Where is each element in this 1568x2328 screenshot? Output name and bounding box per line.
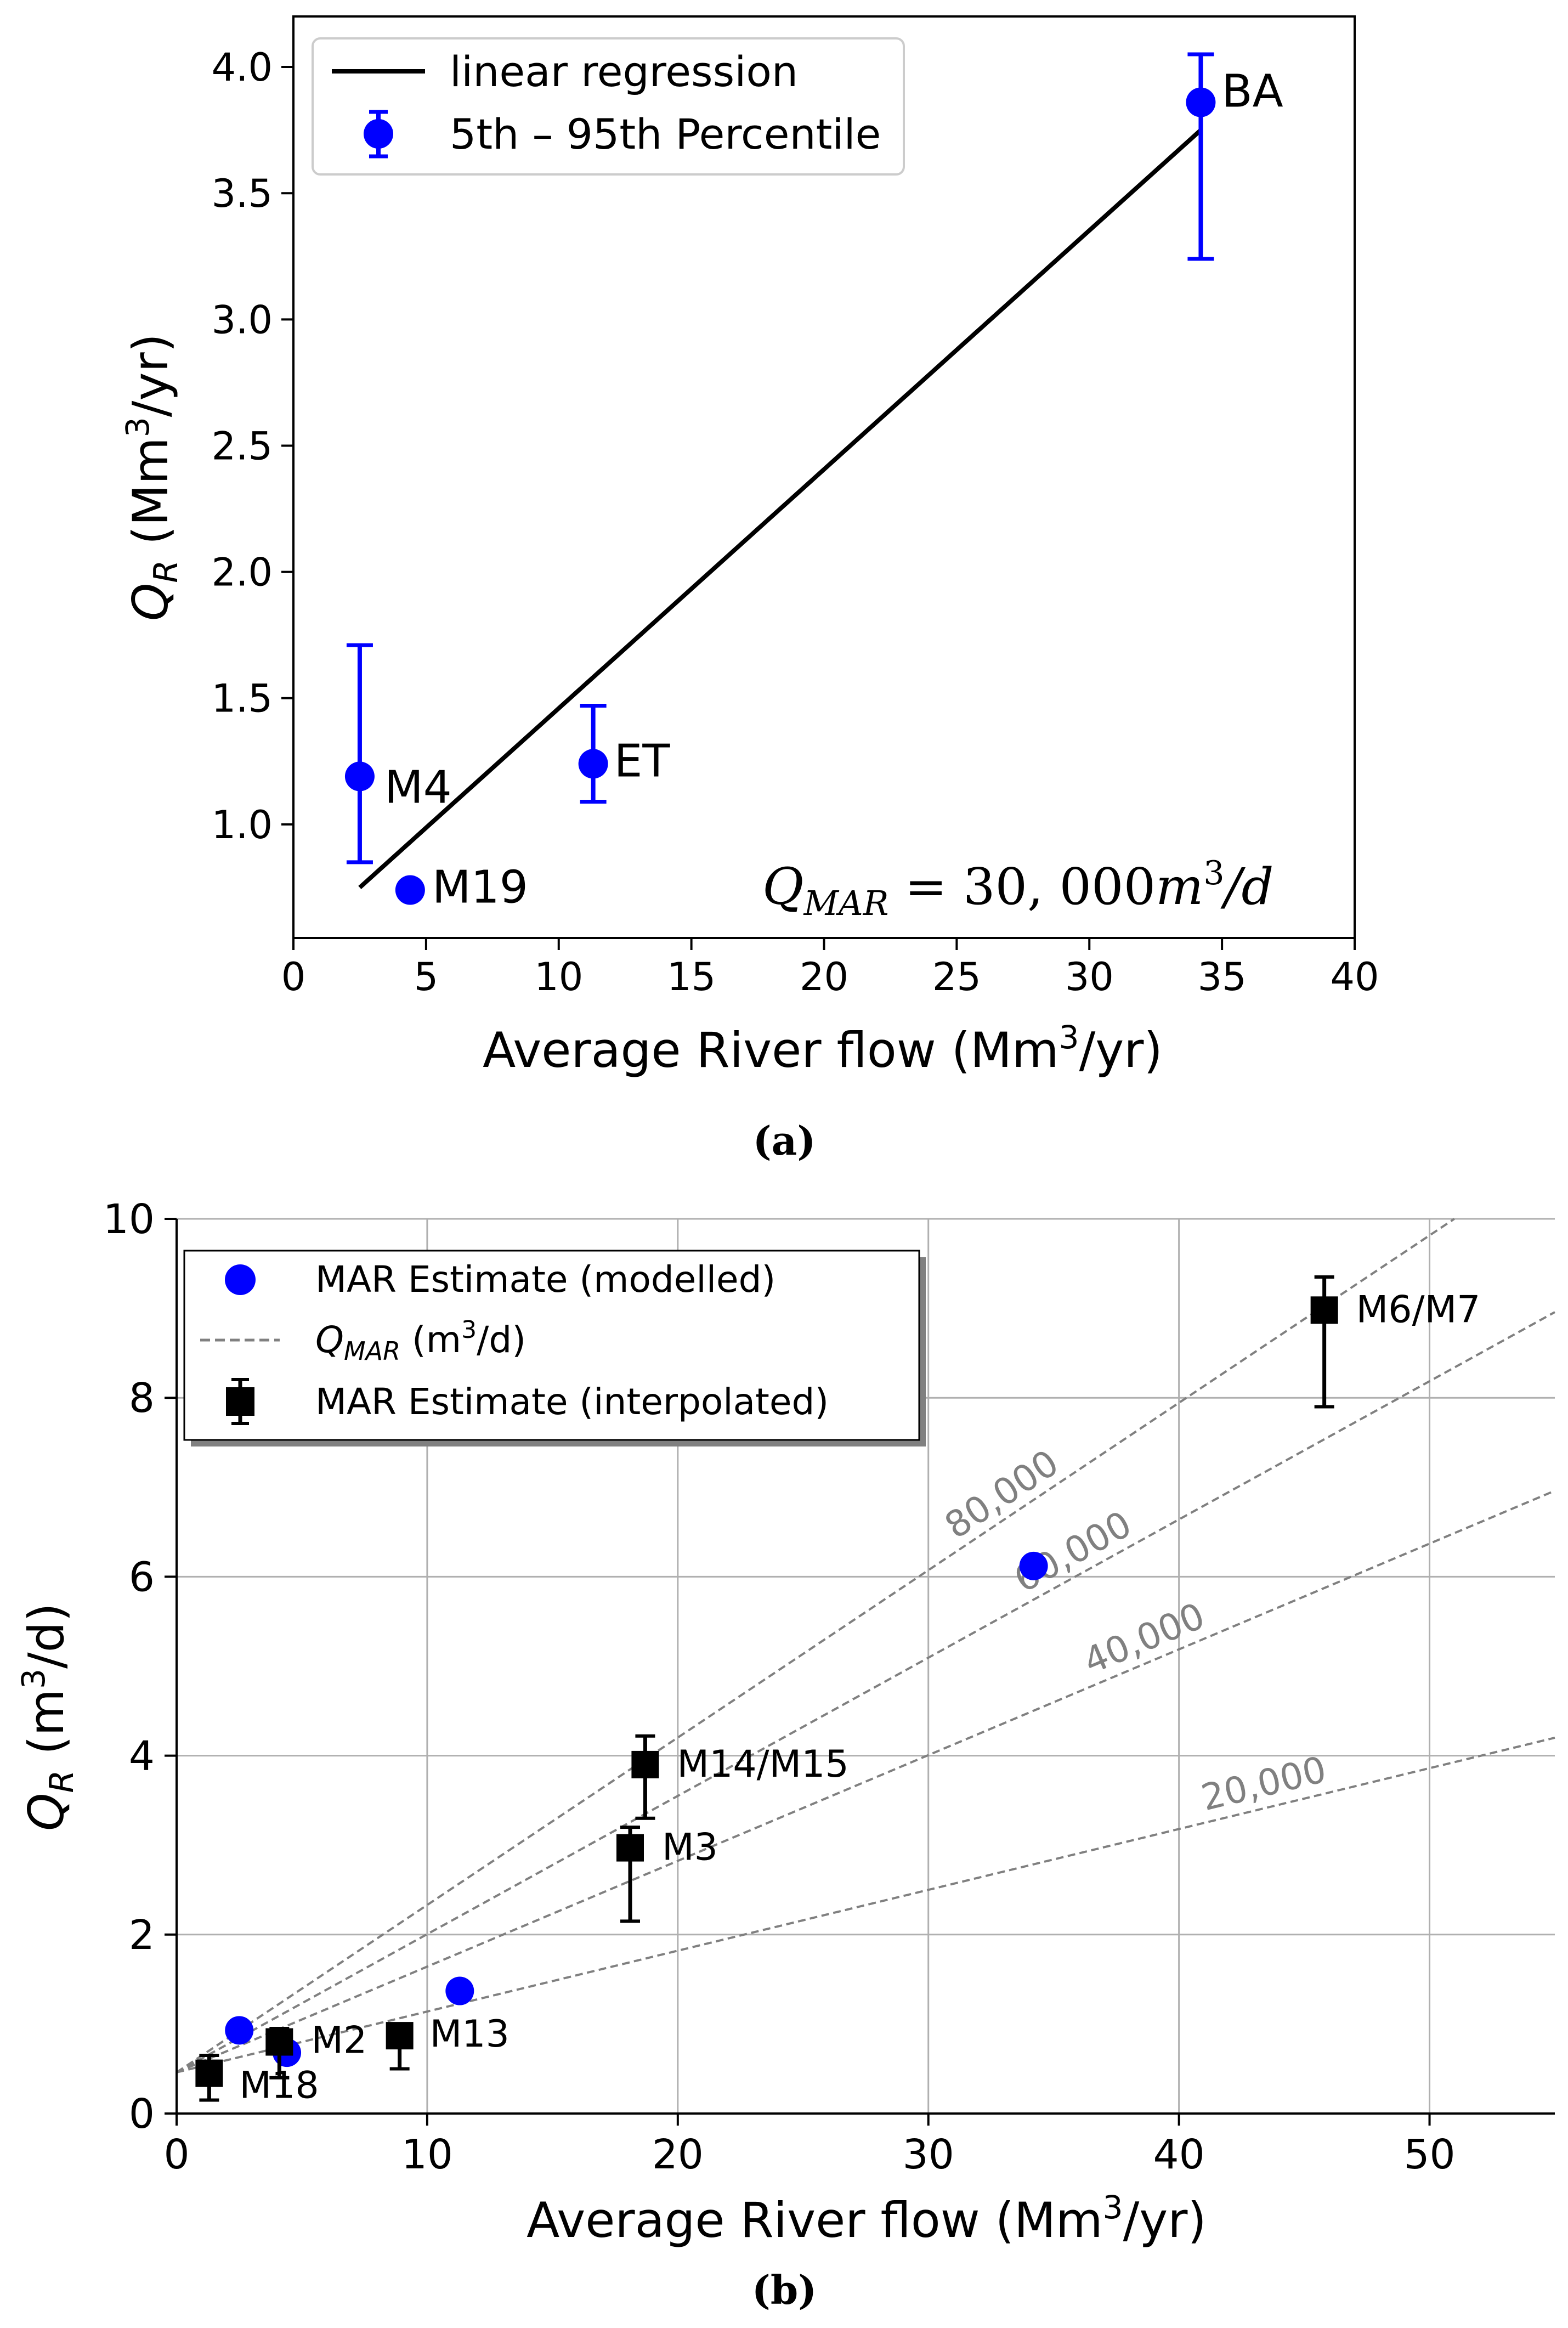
legend-a: linear regression 5th – 95th Percentile	[312, 37, 905, 176]
x-tick-label-a: 15	[667, 954, 716, 999]
qmar-line-label: 40,000	[1078, 1595, 1211, 1683]
x-tick-label-b: 50	[1403, 2131, 1455, 2178]
point-label-a: BA	[1221, 65, 1283, 117]
data-point-a	[1186, 87, 1216, 117]
x-tick-label-a: 25	[932, 954, 981, 999]
interpolated-point	[631, 1750, 659, 1778]
x-tick-label-a: 30	[1065, 954, 1114, 999]
legend-interpolated-marker	[226, 1387, 254, 1416]
qmar-annotation: QMAR = 30, 000m3/d	[762, 854, 1273, 923]
interpolated-point	[195, 2059, 223, 2087]
interpolated-point	[265, 2028, 293, 2056]
x-axis-label-b: Average River flow (Mm3/yr)	[527, 2189, 1207, 2248]
legend-qmar-label: QMAR (m3/d)	[315, 1316, 526, 1366]
y-tick-label-b: 2	[129, 1912, 155, 1959]
y-tick-label-a: 4.0	[212, 45, 273, 90]
point-label-a: M4	[384, 761, 452, 813]
x-tick-label-a: 35	[1198, 954, 1247, 999]
interpolated-point	[386, 2022, 414, 2050]
qmar-line-label: 80,000	[937, 1442, 1066, 1547]
data-point-a	[395, 875, 425, 905]
point-label-a: ET	[614, 735, 671, 787]
y-tick-label-b: 8	[129, 1375, 155, 1422]
legend-percentile-label: 5th – 95th Percentile	[450, 110, 881, 159]
caption-b: (b)	[752, 2267, 817, 2313]
regression-line	[358, 128, 1203, 889]
y-tick-label-b: 6	[129, 1553, 155, 1601]
y-tick-label-b: 10	[103, 1196, 155, 1243]
legend-regression-label: linear regression	[450, 47, 798, 96]
interpolated-point	[1310, 1296, 1338, 1324]
y-tick-label-a: 1.0	[212, 803, 273, 847]
point-label-a: M19	[432, 862, 528, 914]
x-tick-label-b: 10	[401, 2131, 453, 2178]
y-tick-label-a: 3.0	[212, 297, 273, 342]
qmar-line	[176, 1311, 1555, 2073]
x-tick-label-a: 10	[534, 954, 583, 999]
legend-modelled-label: MAR Estimate (modelled)	[315, 1258, 775, 1301]
x-tick-label-a: 5	[414, 954, 439, 999]
y-tick-label-b: 0	[129, 2090, 155, 2138]
qmar-line	[176, 1489, 1555, 2073]
interpolated-point-label: M14/M15	[677, 1743, 848, 1786]
legend-interpolated-label: MAR Estimate (interpolated)	[315, 1381, 829, 1423]
x-tick-label-a: 40	[1330, 954, 1379, 999]
modelled-point	[1019, 1551, 1048, 1580]
axes-b: 0 10 20 30 40 50 0 2 4 6 8 10	[103, 1196, 1555, 2178]
data-point-a	[344, 761, 375, 792]
interpolated-point-label: M2	[311, 2019, 367, 2063]
interpolated-point-label: M6/M7	[1356, 1288, 1481, 1331]
legend-a-box	[312, 37, 905, 176]
legend-modelled-marker	[225, 1264, 256, 1295]
interpolated-point	[616, 1834, 644, 1862]
y-tick-label-b: 4	[129, 1733, 155, 1780]
x-tick-label-b: 20	[652, 2131, 704, 2178]
y-tick-label-a: 3.5	[212, 171, 273, 216]
interpolated-point-label: M13	[430, 2013, 510, 2056]
qmar-line	[176, 1737, 1555, 2073]
y-tick-label-a: 2.0	[212, 550, 273, 595]
x-tick-label-b: 30	[903, 2131, 954, 2178]
panel-a: 0 5 10 15 20 25 30 35 40 1.0 1.5 2.0 2.5 3.0 3.5 4.0 M4…	[119, 15, 1379, 1164]
x-tick-label-a: 20	[800, 954, 848, 999]
x-tick-label-b: 0	[163, 2131, 189, 2178]
caption-a: (a)	[753, 1117, 816, 1164]
axes-a: 0 5 10 15 20 25 30 35 40 1.0 1.5 2.0 2.5 3.0 3.5 4.0	[212, 45, 1379, 999]
y-tick-label-a: 1.5	[212, 676, 273, 721]
legend-b-box	[183, 1250, 920, 1441]
x-tick-label-a: 0	[281, 954, 306, 999]
interpolated-point-label: M3	[662, 1826, 718, 1869]
data-point-a	[578, 749, 608, 779]
modelled-point	[445, 1976, 474, 2005]
legend-b: MAR Estimate (modelled) QMAR (m3/d) MAR …	[183, 1250, 926, 1446]
x-tick-label-b: 40	[1153, 2131, 1205, 2178]
y-axis-label-a: QR (Mm3/yr)	[119, 334, 185, 621]
series-percentile: M4 M19 ET BA	[344, 52, 1283, 914]
y-tick-label-a: 2.5	[212, 423, 273, 468]
y-axis-label-b: QR (m3/d)	[15, 1603, 81, 1831]
x-axis-label-a: Average River flow (Mm3/yr)	[483, 1019, 1163, 1078]
qmar-line	[176, 1218, 1455, 2073]
legend-percentile-marker	[364, 119, 393, 149]
modelled-point	[225, 2016, 254, 2045]
qmar-line-label: 20,000	[1197, 1748, 1331, 1819]
